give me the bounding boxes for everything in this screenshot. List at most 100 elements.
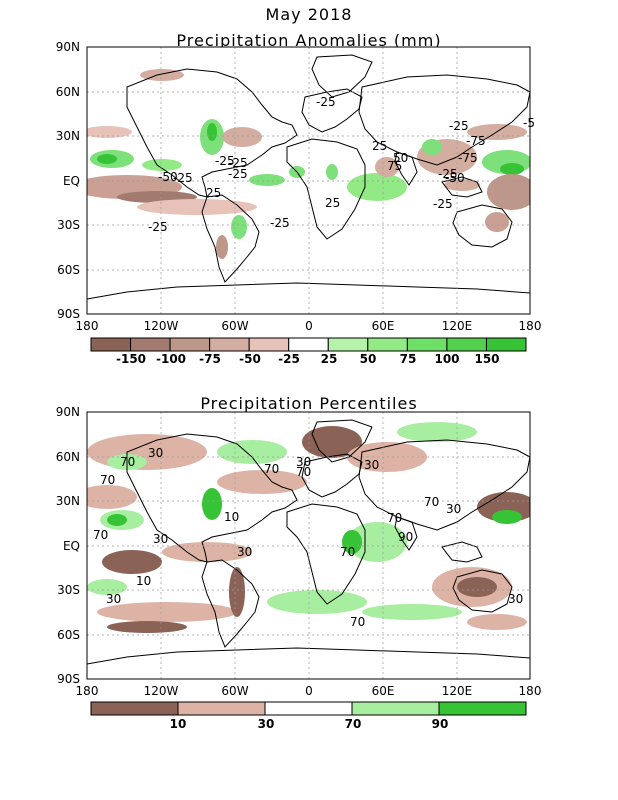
contour-label: 30 — [106, 592, 121, 606]
lat-label: 60N — [56, 450, 80, 464]
contour-label: 30 — [148, 446, 163, 460]
contour-label: 70 — [340, 545, 355, 559]
colorbar-swatch — [130, 337, 171, 352]
colorbar-swatch — [406, 337, 448, 352]
contour-label: 75 — [387, 159, 402, 173]
lon-label: 180 — [519, 319, 542, 333]
contour-label: -25 — [270, 216, 290, 230]
lat-label: 60S — [57, 263, 80, 277]
contour-label: -25 — [228, 167, 248, 181]
lat-label: 60S — [57, 628, 80, 642]
lat-label: 90N — [56, 40, 80, 54]
colorbar-label: 100 — [434, 352, 459, 366]
figure-title: May 2018 — [265, 5, 353, 24]
lon-label: 60W — [221, 319, 248, 333]
lat-label: 90S — [57, 672, 80, 686]
colorbar-label: -25 — [278, 352, 300, 366]
contour-label: -25 — [449, 119, 469, 133]
lat-label: 90S — [57, 307, 80, 321]
contour-label: 70 — [264, 462, 279, 476]
lat-label: 30N — [56, 494, 80, 508]
lat-label: 90N — [56, 405, 80, 419]
contour-label: -5 — [523, 116, 535, 130]
percentile-colorbar — [90, 701, 527, 716]
colorbar-label: 75 — [400, 352, 417, 366]
colorbar-label: 150 — [474, 352, 499, 366]
colorbar-swatch — [177, 701, 266, 716]
colorbar-label: -100 — [156, 352, 186, 366]
contour-label: 70 — [350, 615, 365, 629]
contour-label: 90 — [398, 530, 413, 544]
contour-label: -25 — [316, 95, 336, 109]
contour-label: 70 — [387, 511, 402, 525]
colorbar-label: 10 — [170, 717, 187, 731]
colorbar-label: -75 — [199, 352, 221, 366]
contour-label: 25 — [372, 139, 387, 153]
lat-label: 30S — [57, 583, 80, 597]
colorbar-swatch — [446, 337, 487, 352]
percentile-map: 30 70 70 30 70 70 30 10 70 30 30 70 90 7… — [56, 405, 542, 698]
colorbar-swatch — [169, 337, 211, 352]
contour-label: 70 — [296, 465, 311, 479]
contour-label: 70 — [120, 455, 135, 469]
contour-label: 10 — [224, 510, 239, 524]
contour-label: 30 — [153, 532, 168, 546]
lat-label: EQ — [63, 174, 80, 188]
colorbar-swatch — [209, 337, 250, 352]
contour-label: 30 — [296, 455, 311, 469]
colorbar-swatch — [248, 337, 290, 352]
colorbar-swatch — [438, 701, 527, 716]
lon-label: 0 — [305, 684, 313, 698]
lon-label: 120E — [442, 684, 473, 698]
contour-label: 10 — [136, 574, 151, 588]
colorbar-swatch — [288, 337, 329, 352]
colorbar-swatch — [90, 337, 132, 352]
lat-label: 60N — [56, 85, 80, 99]
contour-label: -25 — [148, 220, 168, 234]
percentile-colorbar-labels: 10 30 70 90 — [170, 717, 449, 731]
colorbar-label: 70 — [345, 717, 362, 731]
contour-label: -25 — [173, 171, 193, 185]
lon-label: 120W — [144, 319, 179, 333]
contour-label: 70 — [93, 528, 108, 542]
contour-label: 30 — [508, 592, 523, 606]
contour-label: -50 — [158, 170, 178, 184]
colorbar-swatch — [327, 337, 369, 352]
lon-label: 120W — [144, 684, 179, 698]
lon-label: 60E — [372, 684, 395, 698]
lat-label: EQ — [63, 539, 80, 553]
lon-label: 180 — [76, 319, 99, 333]
lat-label: 30N — [56, 129, 80, 143]
contour-label: 30 — [237, 545, 252, 559]
contour-label: -50 — [445, 171, 465, 185]
contour-label: -25 — [433, 197, 453, 211]
contour-label: 70 — [424, 495, 439, 509]
lon-label: 60E — [372, 319, 395, 333]
contour-label: 50 — [393, 151, 408, 165]
colorbar-label: 30 — [258, 717, 275, 731]
contour-label: 25 — [206, 186, 221, 200]
lat-label: 30S — [57, 218, 80, 232]
colorbar-swatch — [351, 701, 440, 716]
lon-label: 180 — [519, 684, 542, 698]
bottom-panel-subtitle: Precipitation Percentiles — [200, 394, 418, 413]
colorbar-label: -150 — [116, 352, 146, 366]
contour-label: -25 — [438, 167, 458, 181]
anomaly-map: -25 -25 -25 -25 -50 -75 -25 -25 25 25 25… — [56, 40, 542, 333]
colorbar-swatch — [90, 701, 179, 716]
lon-label: 120E — [442, 319, 473, 333]
contour-label: -75 — [466, 134, 486, 148]
lon-label: 60W — [221, 684, 248, 698]
contour-label: -75 — [458, 151, 478, 165]
lon-label: 0 — [305, 319, 313, 333]
colorbar-label: 50 — [360, 352, 377, 366]
colorbar-label: 90 — [432, 717, 449, 731]
contour-label: -25 — [215, 154, 235, 168]
contour-label: 30 — [364, 458, 379, 472]
anomaly-colorbar — [90, 337, 527, 352]
colorbar-swatch — [485, 337, 527, 352]
top-panel-subtitle: Precipitation Anomalies (mm) — [176, 31, 442, 50]
contour-label: -25 — [228, 156, 248, 170]
colorbar-swatch — [264, 701, 353, 716]
